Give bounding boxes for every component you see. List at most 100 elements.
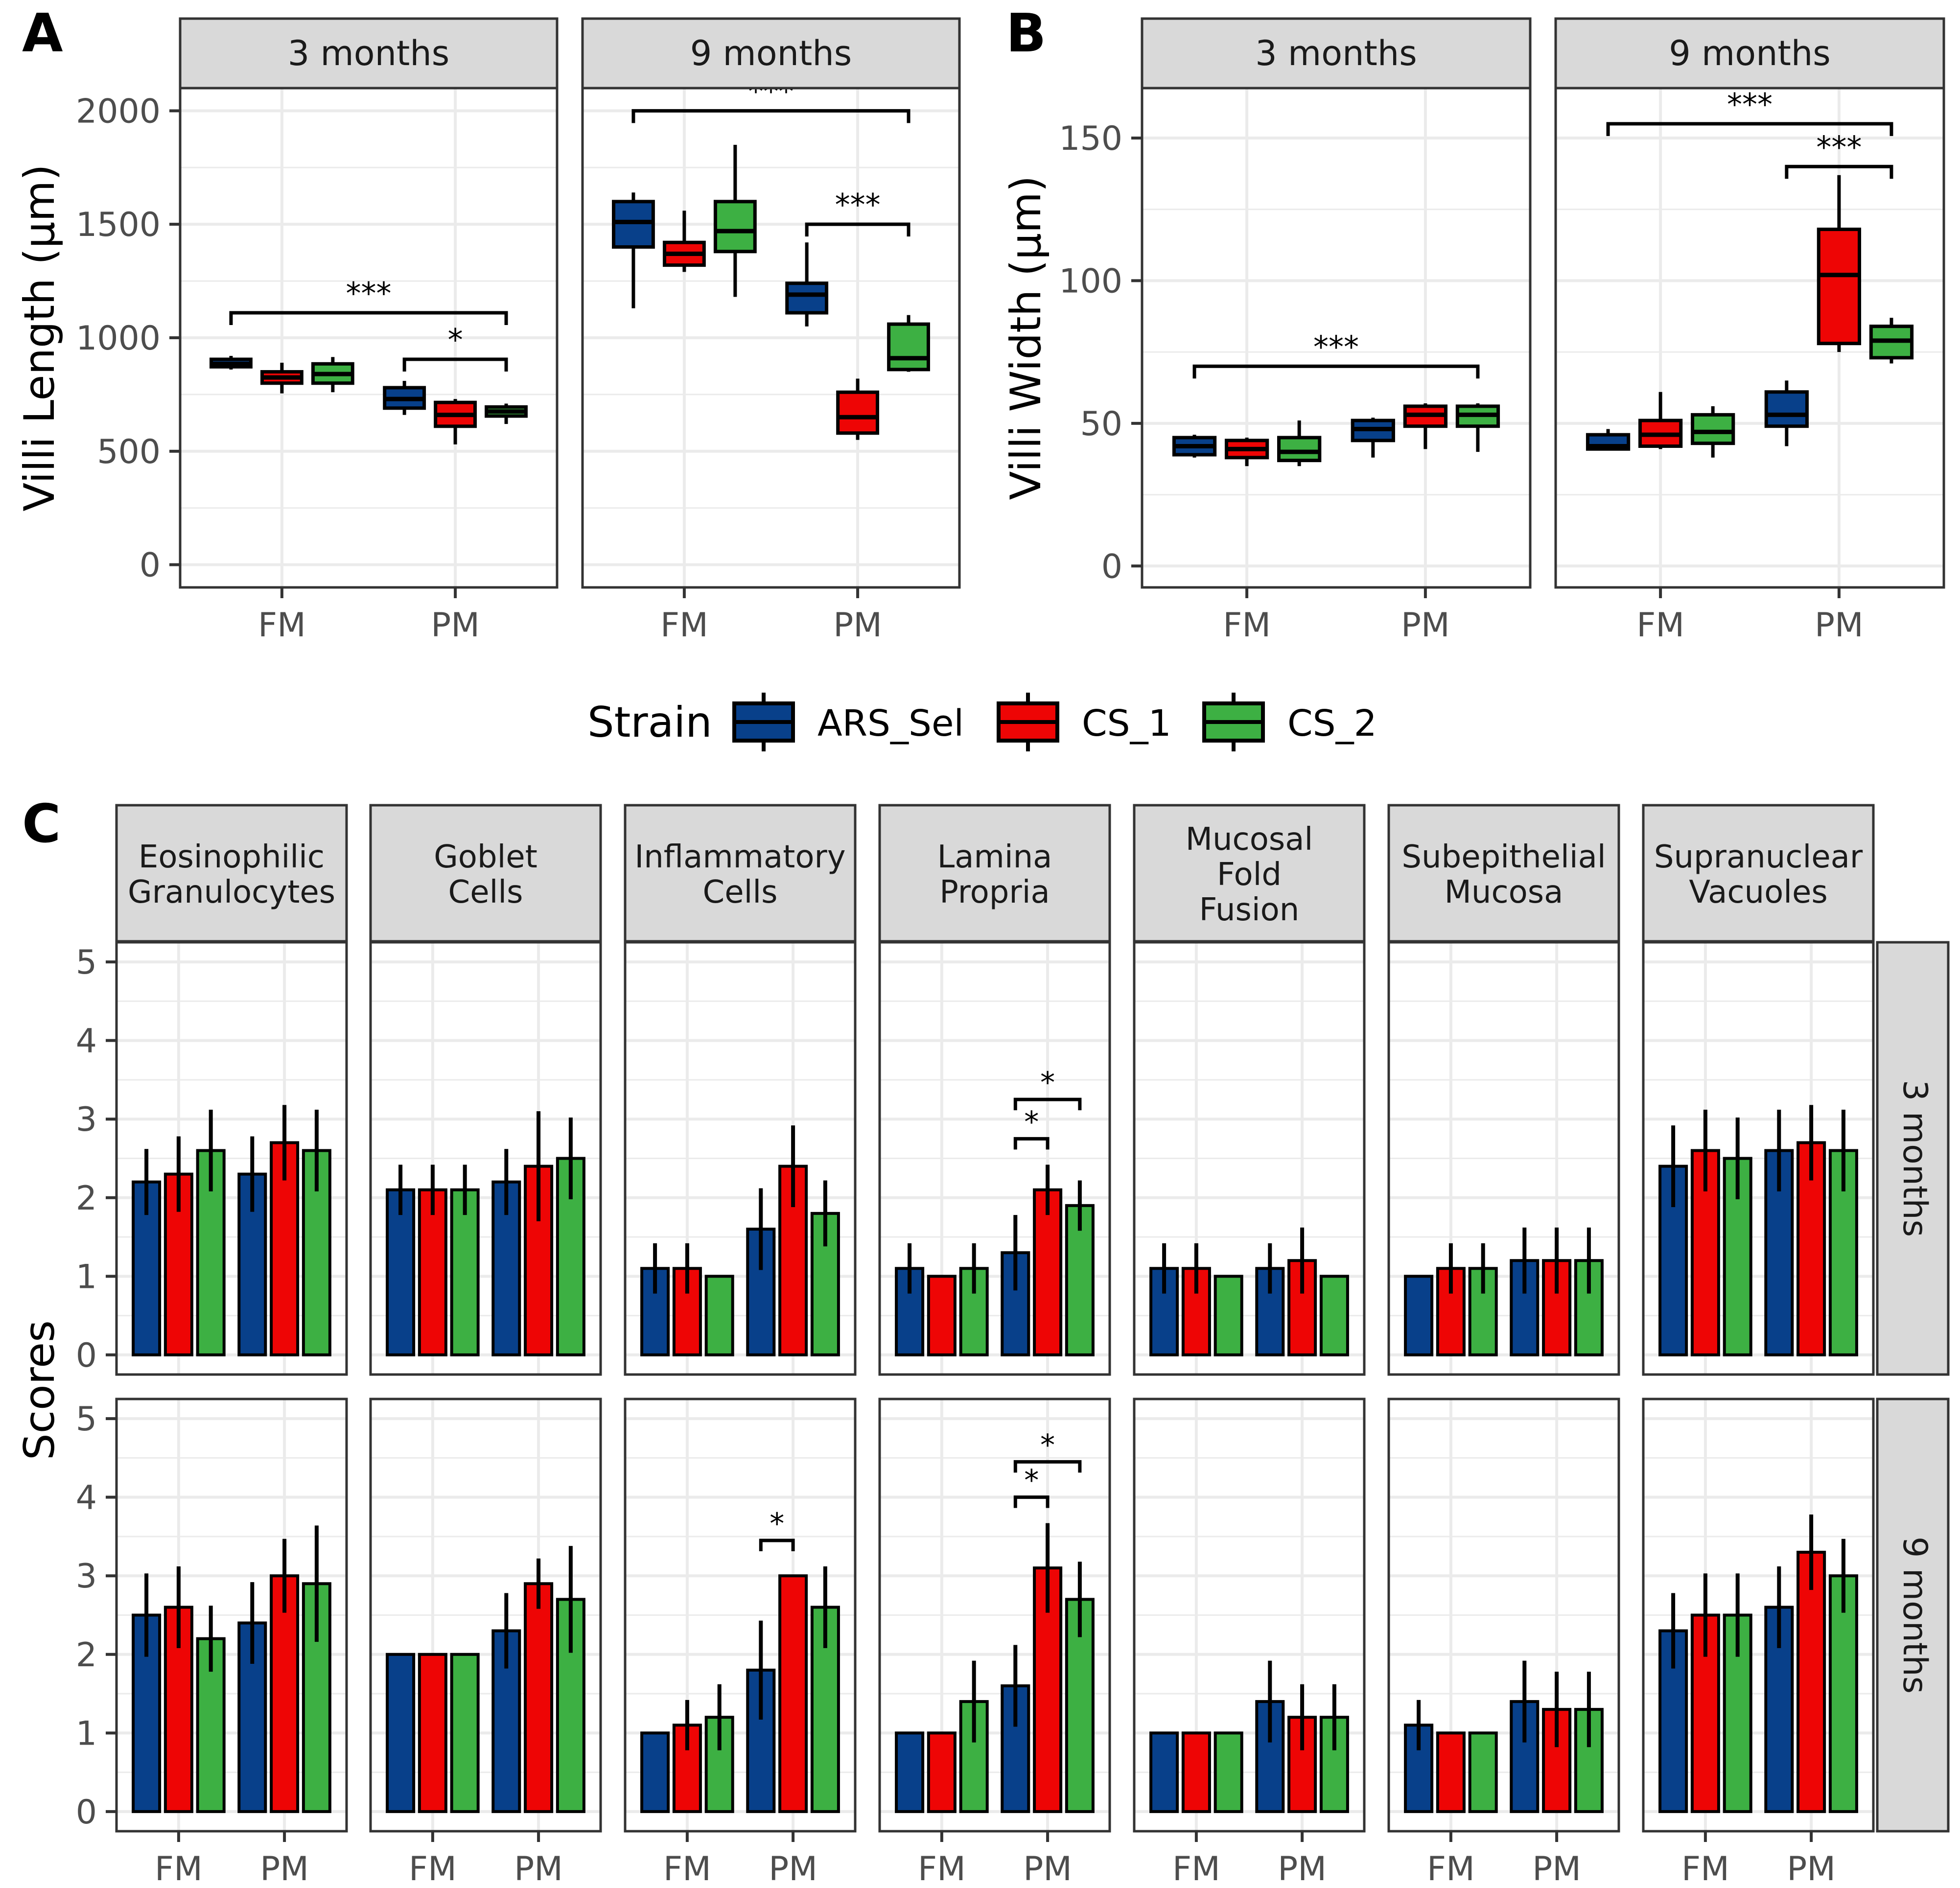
x-tick-label: PM xyxy=(769,1850,817,1888)
x-tick-label: PM xyxy=(431,606,480,645)
y-tick-label: 1000 xyxy=(76,319,161,358)
column-strip-3 xyxy=(624,804,857,943)
y-tick-label: 0 xyxy=(1101,547,1122,586)
bar-fm-cs_2 xyxy=(1468,1731,1498,1813)
y-tick-label: 100 xyxy=(1059,262,1122,301)
y-tick-label: 5 xyxy=(76,1400,97,1439)
significance-bracket xyxy=(1013,1137,1050,1150)
bar-fm-ars_sel xyxy=(386,1653,416,1813)
cell-r1-c4-border xyxy=(878,941,1111,1376)
y-tick-label: 2000 xyxy=(76,92,161,131)
facet-b-1-strip xyxy=(1141,17,1532,90)
row-strip-2 xyxy=(1876,1398,1950,1833)
y-tick-label: 4 xyxy=(76,1022,97,1061)
significance-bracket xyxy=(1013,1460,1082,1473)
facet-title: Fold xyxy=(1217,857,1282,893)
y-tick-label: 0 xyxy=(140,546,161,585)
panel-label-a: A xyxy=(22,3,63,64)
x-tick-label: FM xyxy=(660,606,708,645)
bar-fm-ars_sel xyxy=(1404,1724,1434,1813)
x-tick-label: FM xyxy=(1427,1850,1475,1888)
significance-bracket xyxy=(1192,364,1480,379)
cell-r2-c5-border xyxy=(1133,1398,1366,1833)
bar-pm-cs_1 xyxy=(1033,1188,1063,1356)
bar-pm-ars_sel xyxy=(1001,1251,1030,1356)
facet-title: Inflammatory xyxy=(634,839,845,875)
facet-a-1-strip xyxy=(179,17,559,90)
panel-c-scores: ScoresEosinophilicGranulocytesGobletCell… xyxy=(15,804,1950,1888)
box-pm-cs_2 xyxy=(887,322,930,372)
legend-title: Strain xyxy=(587,698,712,747)
column-strip-6 xyxy=(1387,804,1620,943)
y-tick-label: 2 xyxy=(76,1636,97,1675)
bar-pm-cs_1 xyxy=(524,1165,554,1356)
column-strip-4 xyxy=(878,804,1111,943)
significance-label: * xyxy=(770,1507,784,1541)
bar-fm-cs_2 xyxy=(704,1275,734,1356)
facet-title: Mucosal xyxy=(1186,821,1313,858)
row-strip-1 xyxy=(1876,941,1950,1376)
facet-title: Vacuoles xyxy=(1689,874,1827,910)
x-tick-label: FM xyxy=(409,1850,457,1888)
significance-bracket xyxy=(759,1538,795,1551)
facet-title: Goblet xyxy=(434,839,537,875)
x-tick-label: FM xyxy=(258,606,306,645)
bar-fm-ars_sel xyxy=(895,1731,925,1813)
x-tick-label: FM xyxy=(1223,606,1271,645)
facet-title: Granulocytes xyxy=(128,874,335,910)
bar-fm-cs_1 xyxy=(927,1275,957,1356)
significance-label: *** xyxy=(1816,129,1862,165)
cell-r1-c2-border xyxy=(369,941,602,1376)
cell-r1-c3-border xyxy=(624,941,857,1376)
y-tick-label: 0 xyxy=(76,1336,97,1375)
bar-fm-ars_sel xyxy=(1149,1731,1179,1813)
y-tick-label: 500 xyxy=(97,433,161,471)
bar-fm-cs_2 xyxy=(450,1653,480,1813)
facet-title: Fusion xyxy=(1199,892,1300,928)
x-tick-label: PM xyxy=(833,606,882,645)
y-tick-label: 3 xyxy=(76,1557,97,1596)
x-tick-label: FM xyxy=(1172,1850,1220,1888)
facet-title: Propria xyxy=(939,874,1050,910)
significance-bracket xyxy=(1606,122,1893,136)
box-fm-ars_sel xyxy=(612,200,655,249)
bar-fm-cs_1 xyxy=(418,1653,447,1813)
significance-label: * xyxy=(448,322,463,358)
facet-title: Subepithelial xyxy=(1401,839,1606,875)
legend: Strain ARS_Sel CS_1 CS_2 xyxy=(587,693,1377,751)
significance-label: *** xyxy=(1727,87,1773,122)
y-axis-label: Scores xyxy=(15,1320,64,1460)
significance-label: *** xyxy=(346,276,392,311)
significance-label: *** xyxy=(835,187,881,223)
x-tick-label: FM xyxy=(1636,606,1684,645)
bar-fm-cs_1 xyxy=(418,1188,447,1356)
facet-a-2-strip xyxy=(581,17,961,90)
x-tick-label: PM xyxy=(1815,606,1864,645)
significance-label: *** xyxy=(1313,329,1359,365)
significance-bracket xyxy=(402,357,508,372)
bar-pm-ars_sel xyxy=(1001,1684,1030,1813)
significance-bracket xyxy=(1785,164,1893,179)
facet-title: Lamina xyxy=(937,839,1052,875)
bar-fm-ars_sel xyxy=(132,1180,162,1356)
y-tick-label: 5 xyxy=(76,943,97,982)
panel-label-b: B xyxy=(1006,3,1046,64)
facet-title: 3 months xyxy=(288,33,449,73)
cell-r2-c2-border xyxy=(369,1398,602,1833)
x-tick-label: FM xyxy=(918,1850,966,1888)
legend-label: CS_2 xyxy=(1287,702,1377,745)
bar-fm-ars_sel xyxy=(386,1188,416,1356)
y-tick-label: 1 xyxy=(76,1258,97,1296)
x-tick-label: PM xyxy=(1401,606,1450,645)
box-pm-ars_sel xyxy=(785,281,829,315)
legend-label: ARS_Sel xyxy=(817,702,964,745)
row-title: 3 months xyxy=(1895,1080,1934,1237)
box-pm-ars_sel xyxy=(1764,390,1809,428)
box-fm-cs_2 xyxy=(1691,413,1735,445)
box-pm-cs_1 xyxy=(836,390,880,435)
panel-label-c: C xyxy=(22,793,61,855)
facet-title: 9 months xyxy=(1669,33,1830,73)
significance-bracket xyxy=(1013,1097,1082,1111)
